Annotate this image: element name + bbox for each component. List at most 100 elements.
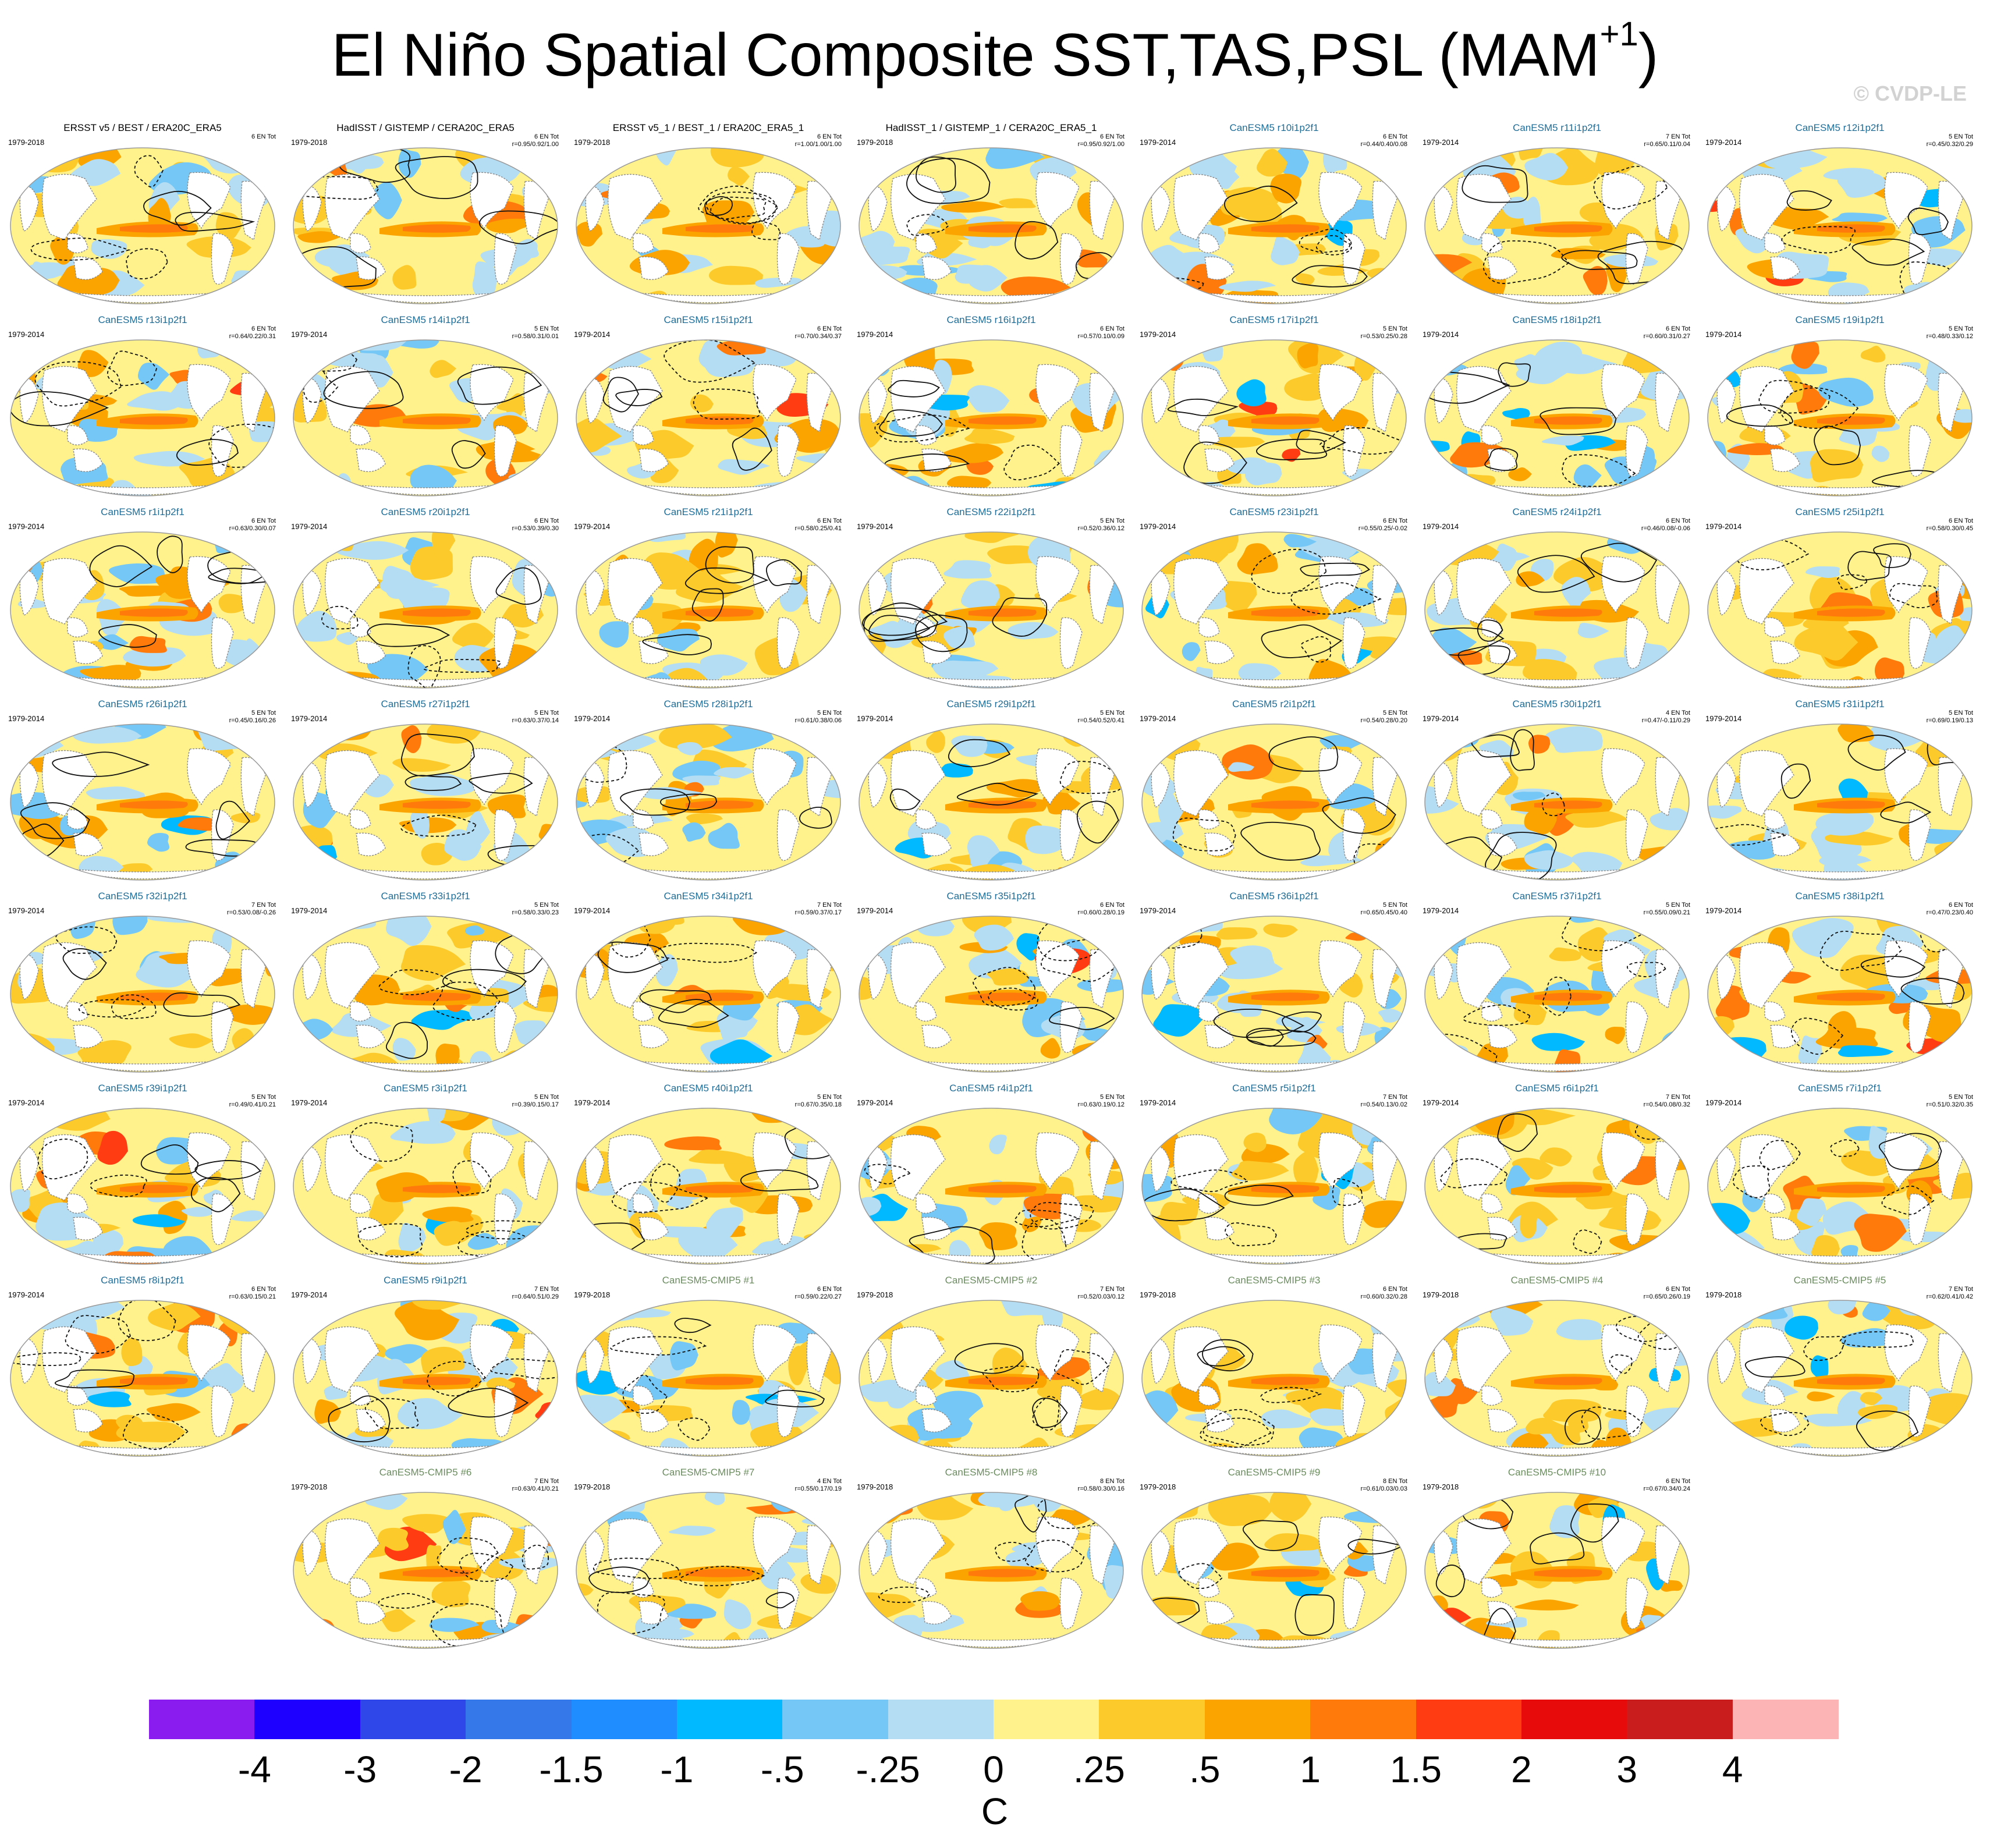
psl-contour bbox=[660, 793, 718, 811]
warm-anomaly bbox=[1810, 449, 1864, 483]
panel-title: CanESM5-CMIP5 #5 bbox=[1793, 1275, 1886, 1286]
psl-contour bbox=[134, 155, 164, 188]
map-border bbox=[1707, 147, 1973, 304]
psl-contour bbox=[143, 190, 212, 226]
map bbox=[1141, 916, 1407, 1073]
psl-contour bbox=[1732, 1165, 1771, 1198]
map-border bbox=[293, 1300, 558, 1457]
warm-anomaly bbox=[1074, 1388, 1123, 1410]
cool-anomaly bbox=[1073, 296, 1118, 304]
warm-anomaly bbox=[964, 428, 1015, 444]
landmass bbox=[891, 1134, 946, 1201]
landmass bbox=[921, 256, 952, 280]
psl-contour bbox=[1282, 1011, 1322, 1033]
landmass bbox=[1601, 364, 1645, 421]
el-nino-core bbox=[686, 1184, 754, 1193]
landmass bbox=[494, 1001, 517, 1054]
panel-event-count: 6 EN Tot bbox=[534, 517, 559, 524]
psl-contour bbox=[495, 567, 542, 605]
panel-event-count: 5 EN Tot bbox=[1100, 517, 1125, 524]
landmass bbox=[1716, 762, 1736, 808]
warm-anomaly bbox=[452, 622, 495, 651]
el-nino-core bbox=[1251, 416, 1319, 425]
warm-anomaly bbox=[1425, 340, 1450, 376]
el-nino-core bbox=[1251, 1377, 1319, 1385]
colorbar-tick-label: -3 bbox=[343, 1748, 377, 1790]
panel-years: 1979-2014 bbox=[1140, 906, 1176, 915]
colorbar-swatch bbox=[994, 1700, 1099, 1739]
map-panel: CanESM5 r37i1p2f1 1979-2014 5 EN Tot r=0.55… bbox=[1420, 891, 1694, 1078]
landmass bbox=[608, 1326, 663, 1393]
landmass bbox=[470, 172, 514, 229]
warm-anomaly bbox=[1934, 842, 1966, 868]
map-border bbox=[1424, 1300, 1690, 1457]
el-nino-core bbox=[969, 992, 1037, 1001]
landmass bbox=[1625, 1577, 1648, 1630]
map bbox=[10, 916, 275, 1073]
warm-anomaly bbox=[860, 477, 902, 496]
warm-anomaly bbox=[1387, 1379, 1406, 1399]
map-panel: ERSST v5_1 / BEST_1 / ERA20C_ERA5_1 1979-… bbox=[572, 122, 845, 310]
map-border bbox=[859, 147, 1124, 304]
landmass bbox=[356, 1024, 386, 1048]
map bbox=[1424, 147, 1690, 304]
psl-contour bbox=[1856, 1410, 1919, 1452]
warm-anomaly bbox=[1381, 1254, 1406, 1264]
panel-years: 1979-2014 bbox=[1423, 906, 1459, 915]
map-border bbox=[1424, 147, 1690, 304]
landmass bbox=[891, 942, 946, 1009]
panel-correlation: r=0.69/0.19/0.13 bbox=[1926, 717, 1973, 724]
landmass bbox=[1198, 1193, 1220, 1214]
el-nino-core bbox=[1534, 224, 1602, 233]
panel-title: ERSST v5_1 / BEST_1 / ERA20C_ERA5_1 bbox=[612, 122, 804, 133]
panel-years: 1979-2014 bbox=[8, 330, 45, 339]
landmass bbox=[42, 942, 97, 1009]
panel-years: 1979-2014 bbox=[291, 330, 328, 339]
psl-contour bbox=[1907, 207, 1949, 236]
panel-event-count: 7 EN Tot bbox=[1666, 133, 1690, 140]
warm-anomaly bbox=[1142, 1497, 1200, 1520]
map-panel: CanESM5 r13i1p2f1 1979-2014 6 EN Tot r=0.64… bbox=[6, 314, 279, 502]
map bbox=[1141, 723, 1407, 881]
cool-anomaly bbox=[1524, 152, 1568, 180]
landmass bbox=[350, 809, 371, 830]
landmass bbox=[1198, 233, 1220, 254]
landmass bbox=[42, 1134, 97, 1201]
panel-correlation: r=0.62/0.41/0.42 bbox=[1926, 1293, 1973, 1300]
warm-anomaly bbox=[427, 724, 481, 744]
panel-years: 1979-2014 bbox=[1423, 138, 1459, 147]
landmass bbox=[325, 1326, 380, 1393]
psl-contour bbox=[1332, 1178, 1363, 1206]
cool-anomaly bbox=[1106, 148, 1123, 164]
panel-correlation: r=0.53/0.08/-0.26 bbox=[226, 909, 276, 916]
colorbar-tick-label: 1 bbox=[1300, 1748, 1321, 1790]
el-nino-core bbox=[1534, 1569, 1602, 1577]
panel-years: 1979-2018 bbox=[857, 1482, 893, 1491]
landmass bbox=[921, 1216, 952, 1240]
panel-years: 1979-2014 bbox=[574, 522, 611, 531]
psl-contour bbox=[338, 148, 411, 183]
cool-anomaly bbox=[442, 1509, 466, 1544]
warm-anomaly bbox=[218, 594, 249, 613]
psl-contour bbox=[194, 1160, 261, 1180]
map bbox=[1141, 1300, 1407, 1457]
map-panel: CanESM5 r28i1p2f1 1979-2014 5 EN Tot r=0.61… bbox=[572, 698, 845, 886]
warm-anomaly bbox=[1092, 1052, 1123, 1072]
map bbox=[576, 723, 841, 881]
panel-event-count: 6 EN Tot bbox=[1383, 517, 1407, 524]
panel-correlation: r=0.60/0.28/0.19 bbox=[1077, 909, 1125, 916]
psl-contour bbox=[684, 567, 769, 594]
warm-anomaly bbox=[402, 1514, 456, 1534]
map-border bbox=[10, 147, 275, 304]
psl-contour bbox=[906, 158, 991, 204]
panel-correlation: r=0.51/0.32/0.35 bbox=[1926, 1101, 1973, 1108]
landmass bbox=[1884, 556, 1928, 613]
map-panel: CanESM5-CMIP5 #9 1979-2018 8 EN Tot r=0.61/… bbox=[1137, 1467, 1411, 1654]
cool-anomaly bbox=[1182, 642, 1201, 661]
panel-years: 1979-2014 bbox=[8, 714, 45, 723]
landmass bbox=[585, 1338, 605, 1384]
map-border bbox=[10, 1108, 275, 1265]
psl-contour bbox=[1860, 956, 1926, 978]
map-panel: CanESM5 r11i1p2f1 1979-2014 7 EN Tot r=0.65… bbox=[1420, 122, 1694, 310]
cool-anomaly bbox=[1733, 1302, 1788, 1320]
